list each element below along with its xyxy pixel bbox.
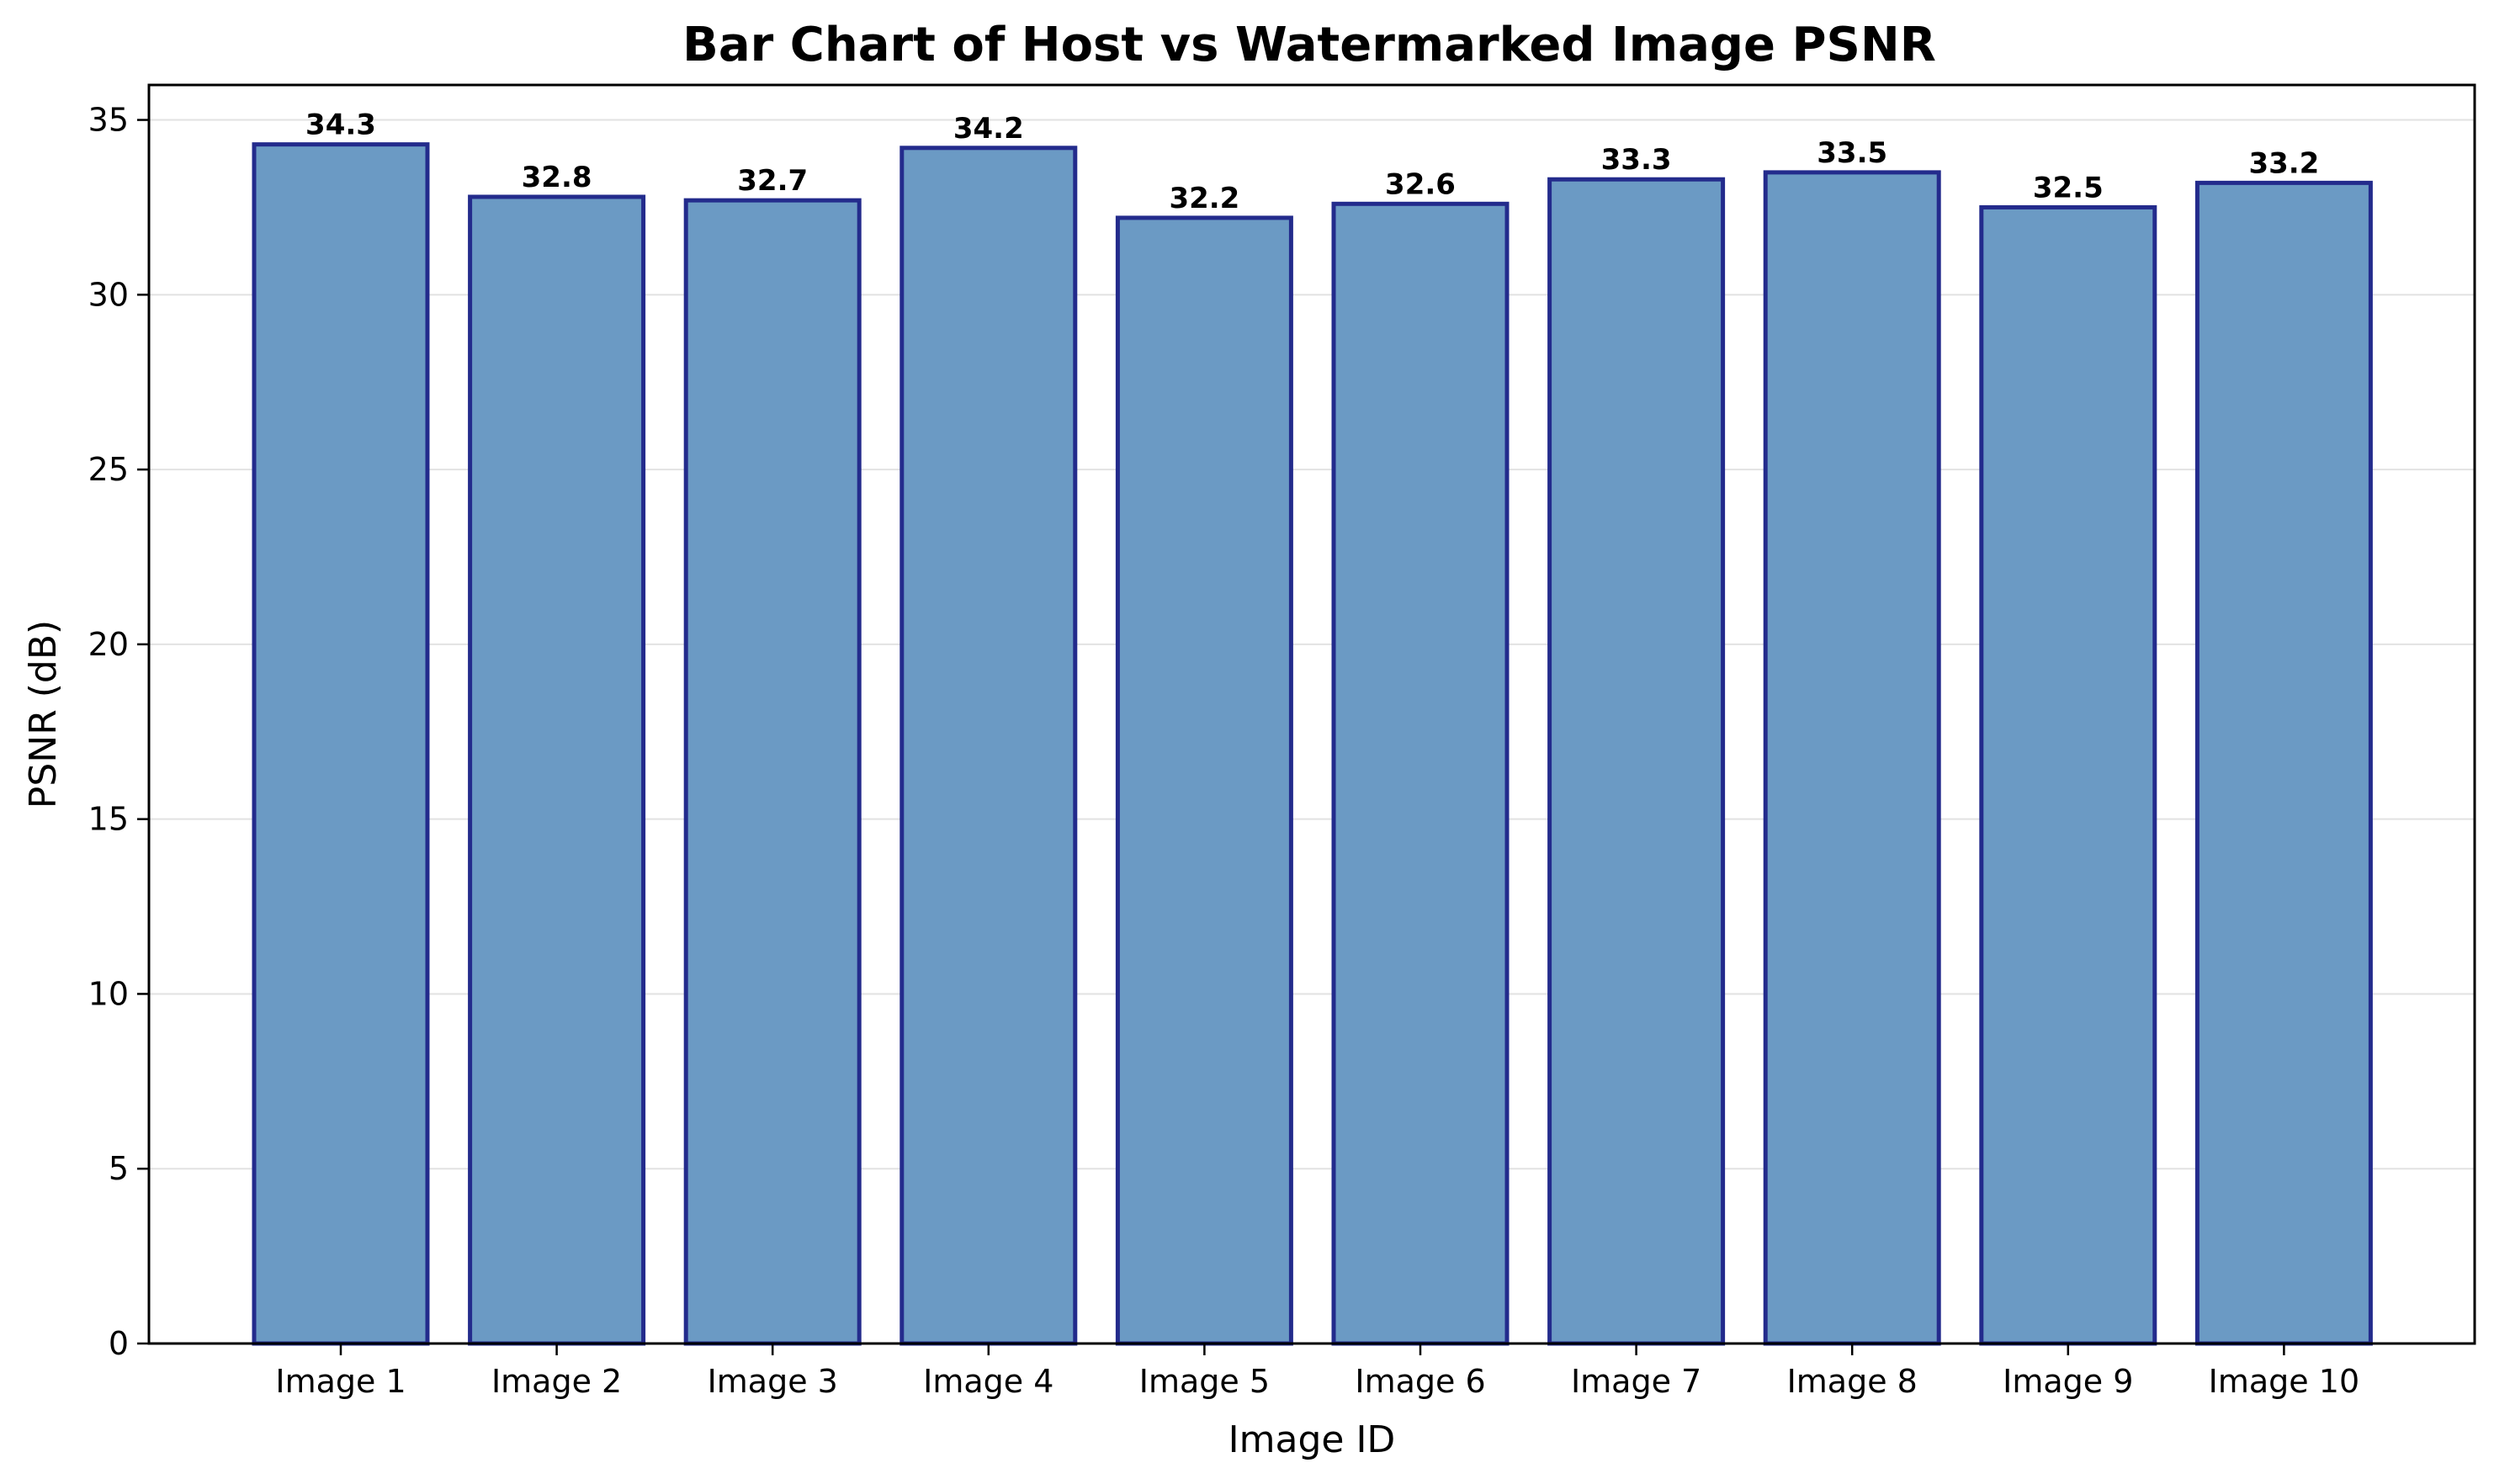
x-tick-label: Image 5 <box>1139 1363 1270 1400</box>
x-tick-label: Image 3 <box>708 1363 838 1400</box>
x-axis-label: Image ID <box>1228 1418 1396 1461</box>
bar-value-label: 32.2 <box>1169 182 1239 215</box>
bar <box>1763 170 1941 1346</box>
x-tick-label: Image 8 <box>1787 1363 1918 1400</box>
x-tick-label: Image 2 <box>491 1363 622 1400</box>
x-tick-label: Image 6 <box>1355 1363 1485 1400</box>
y-tick-label: 5 <box>109 1150 129 1187</box>
bar <box>468 194 646 1346</box>
bar <box>1331 201 1510 1346</box>
x-tick-label: Image 4 <box>923 1363 1053 1400</box>
bar-value-label: 32.7 <box>737 164 808 198</box>
plot-frame <box>147 83 2476 1345</box>
y-tick-label: 25 <box>88 451 129 488</box>
bar-value-label: 34.3 <box>305 109 376 142</box>
x-tick-label: Image 7 <box>1571 1363 1701 1400</box>
bar <box>899 146 1078 1346</box>
y-axis-label: PSNR (dB) <box>22 620 65 808</box>
y-axis-ticks: 0 5 10 15 20 25 30 35 <box>88 102 149 1362</box>
x-tick-label: Image 1 <box>275 1363 406 1400</box>
y-tick-label: 0 <box>109 1325 129 1362</box>
y-tick-label: 20 <box>88 626 129 663</box>
bars-layer <box>252 142 2373 1346</box>
bar <box>1547 177 1726 1346</box>
x-tick-label: Image 10 <box>2209 1363 2359 1400</box>
value-labels-layer: 34.3 32.8 32.7 34.2 32.2 32.6 33.3 33.5 32.5 33.2 <box>305 109 2319 215</box>
y-tick-label: 35 <box>88 102 129 139</box>
y-tick-label: 30 <box>88 276 129 313</box>
bar-value-label: 33.2 <box>2248 146 2319 180</box>
bar-value-label: 32.5 <box>2033 171 2104 204</box>
bar-value-label: 33.3 <box>1601 143 1672 177</box>
bar-value-label: 32.8 <box>522 161 592 194</box>
bar <box>2194 180 2373 1346</box>
bar <box>252 142 430 1346</box>
bar <box>683 198 862 1346</box>
x-axis-ticks: Image 1 Image 2 Image 3 Image 4 Image 5 Image… <box>275 1344 2359 1400</box>
y-tick-label: 10 <box>88 975 129 1012</box>
bar <box>1115 215 1293 1346</box>
chart-title: Bar Chart of Host vs Watermarked Image P… <box>682 18 1936 72</box>
y-tick-label: 15 <box>88 801 129 838</box>
bar-value-label: 32.6 <box>1385 167 1456 201</box>
x-tick-label: Image 9 <box>2003 1363 2133 1400</box>
bar <box>1979 204 2157 1346</box>
bar-value-label: 34.2 <box>953 112 1024 146</box>
bar-value-label: 33.5 <box>1817 136 1887 170</box>
